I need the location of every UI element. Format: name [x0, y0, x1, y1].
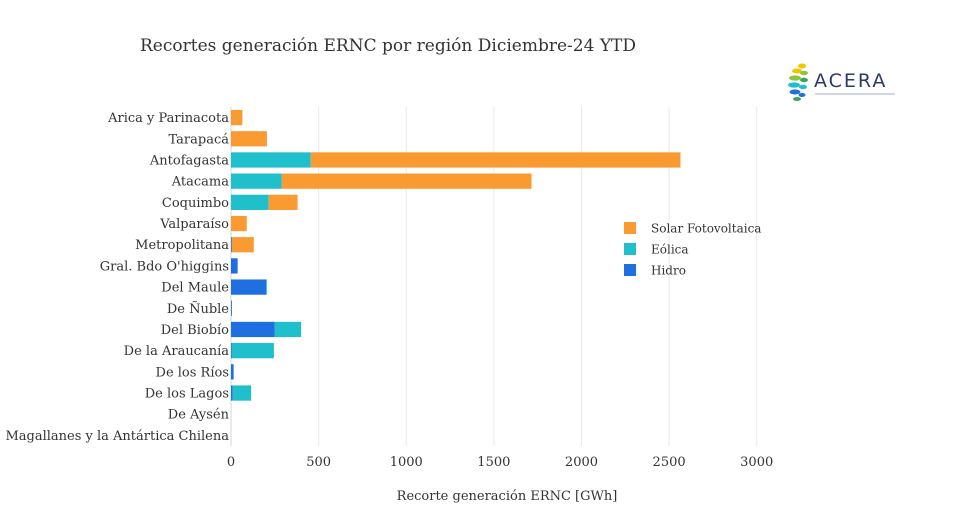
bar-segment [268, 194, 298, 210]
x-tick-label: 1500 [477, 455, 510, 470]
legend-swatch [624, 243, 636, 255]
y-tick-label: Gral. Bdo O'higgins [100, 259, 229, 274]
legend: Solar Fotovoltaica Eólica Hidro [624, 222, 761, 278]
legend-label: Hidro [651, 264, 686, 278]
x-tick-label: 500 [306, 455, 331, 470]
bar-segment [231, 300, 232, 316]
x-tick-label: 2000 [565, 455, 598, 470]
bar-segment [231, 109, 243, 126]
bar-segment [266, 279, 267, 295]
bar-segment [310, 152, 681, 168]
y-tick-label: Antofagasta [149, 153, 229, 168]
legend-label: Solar Fotovoltaica [651, 222, 761, 236]
bar-segment [231, 343, 232, 359]
bar-segment [231, 215, 247, 232]
x-axis-title: Recorte generación ERNC [GWh] [397, 489, 618, 504]
logo-text: ACERA [814, 70, 888, 92]
legend-label: Eólica [651, 243, 689, 257]
bar-segment [232, 385, 252, 401]
bar-segment [231, 385, 233, 401]
bar-segment [231, 237, 254, 253]
x-tick-label: 0 [227, 455, 235, 470]
bar-segment [231, 131, 267, 147]
x-tick-label: 1000 [390, 455, 423, 470]
bar-segment [231, 173, 282, 189]
bar-segment [231, 194, 269, 210]
x-tick-label: 2500 [653, 455, 686, 470]
leaf-icon [788, 63, 808, 101]
y-tick-label: De los Ríos [156, 365, 229, 380]
bar-segment [231, 279, 267, 295]
y-tick-label: De la Araucanía [124, 344, 230, 359]
legend-swatch [624, 222, 636, 234]
y-tick-label: Atacama [171, 175, 229, 190]
y-tick-label: Magallanes y la Antártica Chilena [5, 429, 229, 444]
y-tick-label: Arica y Parinacota [107, 111, 229, 126]
bar-segment [231, 237, 232, 253]
bar-segment [231, 321, 275, 338]
bar-segment [231, 364, 234, 380]
y-tick-label: Coquimbo [162, 196, 229, 211]
y-tick-label: Tarapacá [169, 132, 230, 147]
bar-segment [274, 321, 302, 338]
legend-swatch [624, 264, 636, 276]
y-tick-label: Del Biobío [161, 323, 229, 338]
logo-tagline [815, 93, 895, 95]
bar-segment [231, 152, 311, 168]
bar-segment [231, 258, 238, 274]
y-tick-label: Metropolitana [135, 238, 229, 253]
y-tick-label: Del Maule [161, 281, 229, 296]
x-tick-label: 3000 [740, 455, 773, 470]
y-tick-label: Valparaíso [159, 217, 229, 232]
y-tick-label: De Aysén [168, 408, 230, 423]
acera-logo: ACERA [784, 58, 904, 108]
y-tick-label: De Ñuble [167, 301, 229, 317]
bars [231, 109, 681, 401]
x-axis-labels: 0 500 1000 1500 2000 2500 3000 [227, 455, 773, 470]
bar-segment [231, 343, 274, 359]
bar-segment [281, 173, 532, 189]
y-tick-label: De los Lagos [145, 387, 229, 402]
chart-title: Recortes generación ERNC por región Dici… [140, 36, 637, 56]
y-axis-labels: Arica y Parinacota Tarapacá Antofagasta Ata… [5, 111, 229, 444]
